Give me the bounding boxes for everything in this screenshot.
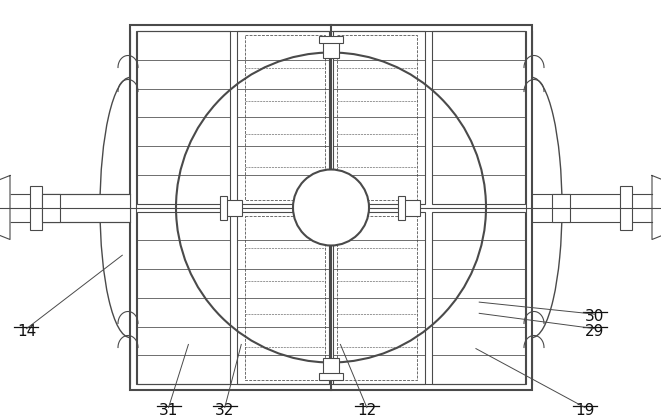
Bar (137, 212, 230, 384)
Polygon shape (0, 176, 10, 239)
Text: 31: 31 (159, 403, 178, 415)
Bar (319, 36, 343, 42)
Bar (237, 31, 329, 203)
Text: 29: 29 (585, 324, 605, 339)
Polygon shape (652, 176, 661, 239)
Bar (333, 31, 425, 203)
Bar (323, 39, 339, 58)
Text: 30: 30 (585, 309, 605, 324)
Bar (398, 195, 405, 220)
Text: 14: 14 (17, 324, 36, 339)
Bar (432, 212, 525, 384)
Bar (30, 186, 42, 229)
Text: 19: 19 (575, 403, 595, 415)
Bar (432, 31, 525, 203)
Bar (552, 193, 570, 222)
Bar (42, 193, 60, 222)
Bar (220, 195, 227, 220)
Bar (337, 215, 417, 380)
Bar (0, 193, 130, 222)
Bar (137, 31, 230, 203)
Bar (245, 35, 325, 200)
Bar (323, 357, 339, 376)
Bar (130, 25, 532, 390)
Bar (333, 212, 425, 384)
Bar (402, 200, 420, 215)
Bar (224, 200, 242, 215)
Text: 32: 32 (215, 403, 235, 415)
Bar (245, 215, 325, 380)
Bar (337, 35, 417, 200)
Circle shape (293, 169, 369, 246)
Bar (319, 373, 343, 379)
Bar (620, 186, 632, 229)
Text: 12: 12 (357, 403, 377, 415)
Bar (136, 31, 526, 384)
Bar (237, 212, 329, 384)
